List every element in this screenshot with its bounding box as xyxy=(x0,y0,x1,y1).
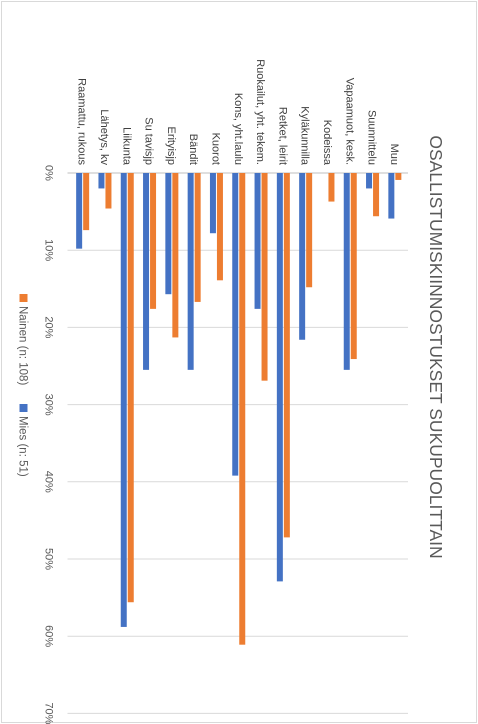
bar-mies xyxy=(343,173,350,370)
value-tick-label: 50% xyxy=(43,548,55,570)
category-label: Kodeissa xyxy=(321,120,333,166)
category-label: Raamattu, rukous xyxy=(76,78,88,165)
bar-nainen xyxy=(373,173,380,217)
bar-nainen xyxy=(328,173,335,202)
legend-label: Mies (n: 51) xyxy=(17,416,29,477)
bar-nainen xyxy=(216,173,223,281)
value-axis-labels: 0% 10% 20% 30% 40% 50% 60% 70% xyxy=(43,165,55,724)
bar-mies xyxy=(276,173,283,582)
value-tick-label: 40% xyxy=(43,471,55,493)
category-label: Kyläkunnilla xyxy=(299,106,311,166)
bar-nainen xyxy=(172,173,179,338)
bar-mies xyxy=(76,173,83,249)
chart-title: OSALLISTUMISKIINNOSTUKSET SUKUPUOLITTAIN xyxy=(426,135,446,558)
bar-mies xyxy=(366,173,373,189)
bar-mies xyxy=(143,173,150,370)
bar-mies xyxy=(120,173,127,627)
category-label: Bändit xyxy=(187,134,199,165)
bar-nainen xyxy=(350,173,357,360)
bar-mies xyxy=(388,173,395,219)
category-label: Suunnittelu xyxy=(366,110,378,165)
bar-nainen xyxy=(261,173,268,381)
bar-nainen xyxy=(283,173,290,538)
value-tick-label: 10% xyxy=(43,239,55,261)
bar-nainen xyxy=(83,173,90,231)
category-label: Muu xyxy=(388,144,400,165)
category-label: Kuorot xyxy=(209,133,221,165)
value-tick-label: 70% xyxy=(43,702,55,724)
bar-mies xyxy=(254,173,261,309)
value-tick-label: 30% xyxy=(43,394,55,416)
plot-area: OSALLISTUMISKIINNOSTUKSET SUKUPUOLITTAIN… xyxy=(17,59,447,724)
legend: Nainen (n: 108) Mies (n: 51) xyxy=(17,294,29,477)
bar-nainen xyxy=(105,173,112,209)
bars xyxy=(76,173,402,645)
bar-nainen xyxy=(127,173,134,603)
value-tick-label: 20% xyxy=(43,316,55,338)
bar-mies xyxy=(232,173,239,476)
bar-mies xyxy=(165,173,172,295)
value-tick-label: 0% xyxy=(43,165,55,181)
category-label: Retket, leirit xyxy=(276,107,288,165)
category-label: Lähetys, kv xyxy=(98,109,110,165)
bar-nainen xyxy=(395,173,402,180)
legend-label: Nainen (n: 108) xyxy=(17,306,29,385)
bar-mies xyxy=(98,173,105,189)
category-label: Erityisjp xyxy=(165,126,177,165)
category-labels: Raamattu, rukous Lähetys, kv Liikunta Su ta… xyxy=(76,59,400,166)
category-label: Liikunta xyxy=(120,127,132,166)
bar-mies xyxy=(299,173,306,340)
bar-nainen xyxy=(239,173,246,645)
category-label: Vapaamuot, kesk. xyxy=(343,78,355,165)
category-label: Ruokailut, yht. tekem. xyxy=(254,59,266,165)
bar-nainen xyxy=(150,173,157,309)
legend-swatch xyxy=(19,404,28,412)
legend-swatch xyxy=(19,294,28,302)
category-label: Su tavisjp xyxy=(143,117,155,165)
bar-nainen xyxy=(306,173,313,288)
bar-nainen xyxy=(194,173,201,302)
category-label: Kons, yht.laulu xyxy=(232,93,244,165)
bar-mies xyxy=(187,173,194,370)
value-tick-label: 60% xyxy=(43,625,55,647)
bar-mies xyxy=(209,173,216,234)
